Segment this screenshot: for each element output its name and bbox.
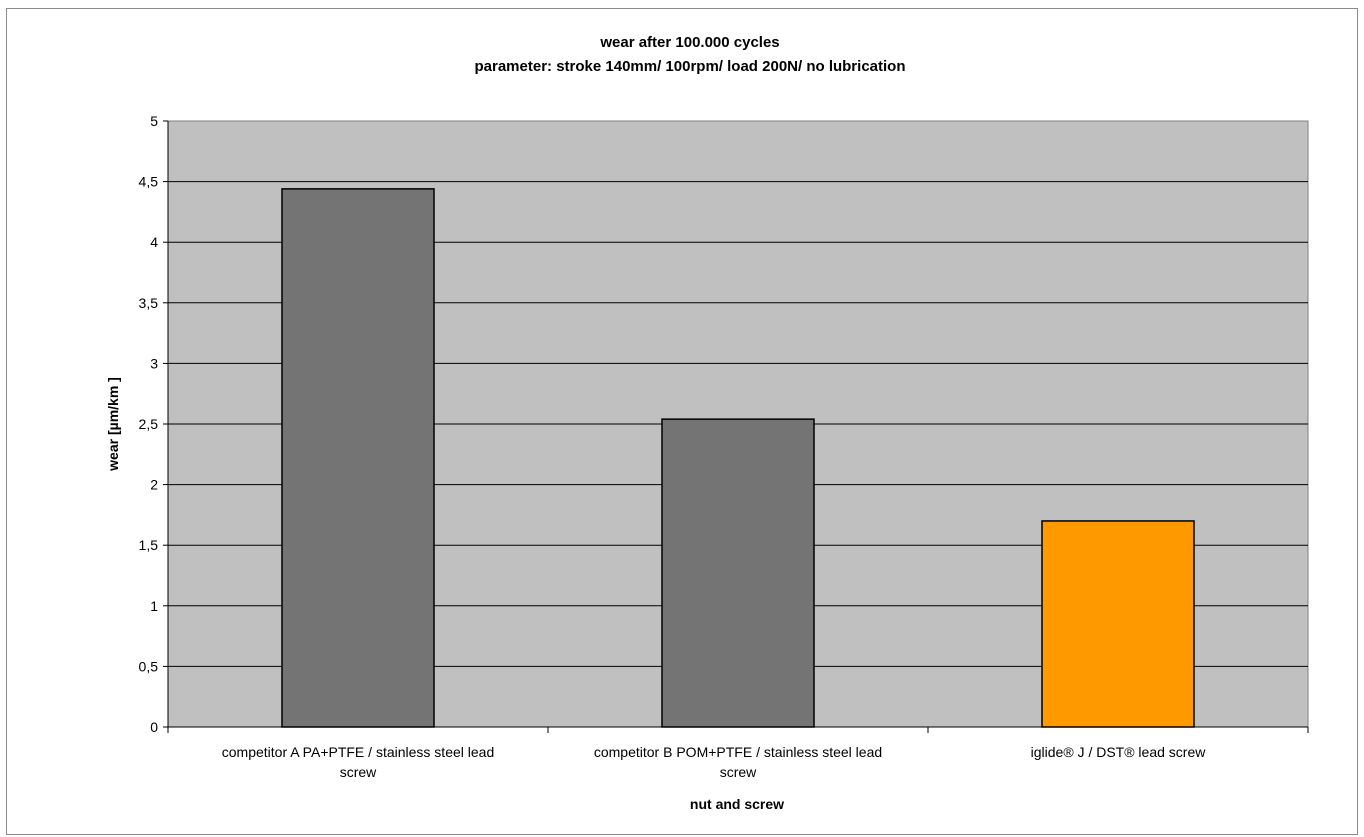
bars xyxy=(281,188,1195,728)
bar xyxy=(661,418,815,728)
y-tick-label: 3,5 xyxy=(139,295,159,311)
bar xyxy=(1041,520,1195,728)
y-tick-label: 2 xyxy=(150,477,158,493)
y-tick-label: 1,5 xyxy=(139,537,159,553)
y-tick-labels: 0 0,5 1 1,5 2 2,5 3 3,5 4 4,5 5 xyxy=(139,113,159,735)
y-tick-label: 1 xyxy=(150,598,158,614)
y-tick-label: 5 xyxy=(150,113,158,129)
axes xyxy=(163,120,1309,733)
y-tick-label: 0 xyxy=(150,719,158,735)
x-category-label: competitor A PA+PTFE / stainless steel l… xyxy=(222,744,494,780)
y-tick-label: 4 xyxy=(150,234,158,250)
x-axis-label: nut and screw xyxy=(690,796,784,812)
x-category-labels: competitor A PA+PTFE / stainless steel l… xyxy=(222,744,1206,780)
y-tick-label: 2,5 xyxy=(139,416,159,432)
y-tick-label: 3 xyxy=(150,355,158,371)
x-category-label: competitor B POM+PTFE / stainless steel … xyxy=(594,744,882,780)
y-axis-label: wear [µm/km ] xyxy=(105,377,121,472)
x-category-label: iglide® J / DST® lead screw xyxy=(1031,744,1207,760)
y-tick-label: 0,5 xyxy=(139,658,159,674)
chart-title: wear after 100.000 cycles xyxy=(599,34,779,51)
chart-subtitle: parameter: stroke 140mm/ 100rpm/ load 20… xyxy=(475,58,906,75)
bar xyxy=(281,188,435,728)
y-tick-label: 4,5 xyxy=(139,174,159,190)
